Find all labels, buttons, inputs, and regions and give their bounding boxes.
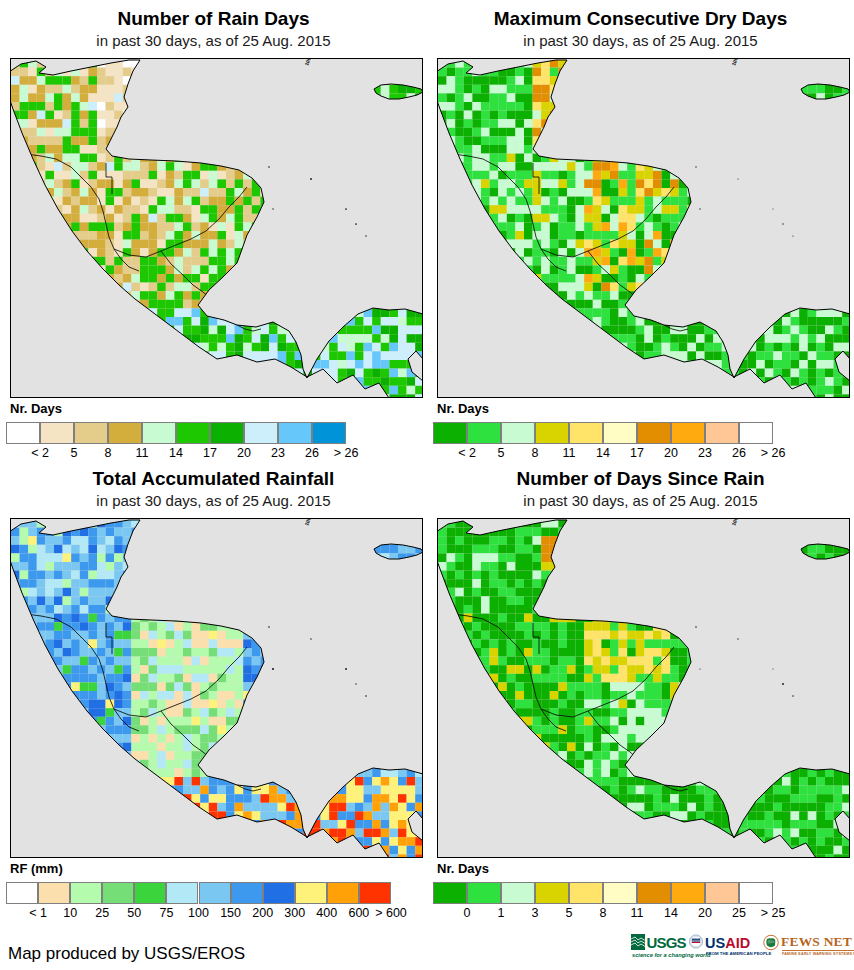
svg-text:FROM THE: FROM THE bbox=[692, 938, 700, 939]
